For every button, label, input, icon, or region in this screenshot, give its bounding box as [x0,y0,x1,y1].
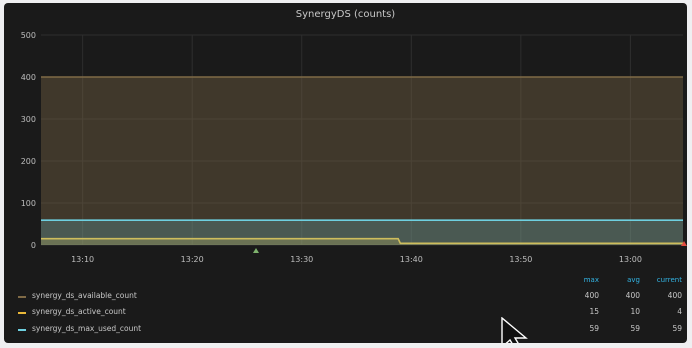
y-axis: 0 100 200 300 400 500 [21,31,36,250]
y-tick-label: 200 [21,157,36,166]
legend-max-value: 400 [584,291,599,300]
x-axis: 13:10 13:20 13:30 13:40 13:50 13:00 [71,255,642,264]
legend-swatch [18,312,26,314]
y-tick-label: 400 [21,73,36,82]
legend-series-name: synergy_ds_max_used_count [32,324,142,333]
y-tick-label: 0 [31,241,36,250]
y-tick-label: 300 [21,115,36,124]
x-tick-label: 13:20 [181,255,204,264]
annotation-marker[interactable] [253,248,259,253]
legend-item-max-used-count[interactable]: synergy_ds_max_used_count 59 59 59 [18,324,686,336]
legend-current-value: 4 [677,307,682,316]
legend-series-name: synergy_ds_active_count [32,307,126,316]
legend-series-name: synergy_ds_available_count [32,291,137,300]
x-tick-label: 13:40 [400,255,423,264]
legend-max-value: 15 [589,307,599,316]
legend-item-available-count[interactable]: synergy_ds_available_count 400 400 400 [18,291,686,303]
x-tick-label: 13:10 [71,255,94,264]
legend-current-value: 400 [667,291,682,300]
y-tick-label: 500 [21,31,36,40]
legend-avg-value: 59 [630,324,640,333]
annotation-marker-end[interactable] [681,241,687,246]
legend-avg-value: 10 [630,307,640,316]
graph-panel: SynergyDS (counts) 0 100 200 300 400 500 13:1… [4,3,687,343]
legend-item-active-count[interactable]: synergy_ds_active_count 15 10 4 [18,307,686,319]
legend-swatch [18,296,26,298]
series-area-synergy_ds_max_used_count [41,220,683,245]
legend-swatch [18,329,26,331]
legend-current-value: 59 [672,324,682,333]
panel-title[interactable]: SynergyDS (counts) [295,9,396,20]
mouse-pointer-icon [501,317,528,343]
series-layer [41,76,683,245]
legend-avg-value: 400 [625,291,640,300]
x-tick-label: 13:50 [509,255,532,264]
series-line-synergy_ds_active_count[interactable] [41,237,683,245]
series-area-synergy_ds_available_count [41,77,683,245]
x-tick-label: 13:00 [619,255,642,264]
y-tick-label: 100 [21,199,36,208]
legend-max-value: 59 [589,324,599,333]
x-tick-label: 13:30 [290,255,313,264]
